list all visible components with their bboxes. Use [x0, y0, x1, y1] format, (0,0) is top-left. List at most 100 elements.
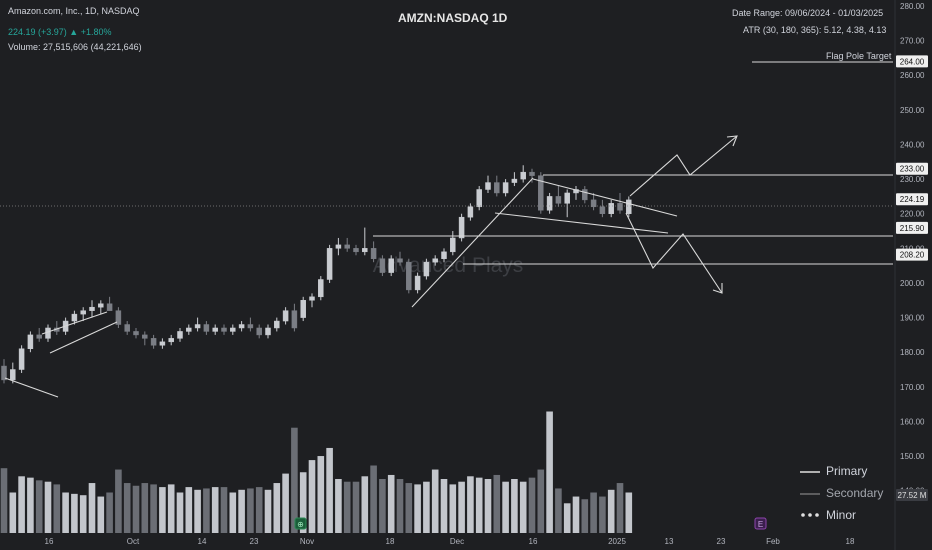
candle[interactable] [256, 324, 262, 339]
x-tick-label: 23 [250, 537, 259, 546]
candle[interactable] [590, 192, 597, 211]
bullish-projection-path [629, 135, 738, 197]
x-tick-label: 13 [665, 537, 674, 546]
atr-values: ATR (30, 180, 365): 5.12, 4.38, 4.13 [743, 25, 887, 35]
candle[interactable] [80, 307, 86, 322]
x-tick-label: 18 [846, 537, 855, 546]
volume-bar [203, 488, 210, 533]
candle[interactable] [406, 258, 412, 294]
candle[interactable] [282, 307, 289, 325]
candle[interactable] [27, 331, 34, 353]
candle[interactable] [450, 231, 456, 256]
candle[interactable] [142, 331, 148, 346]
candle[interactable] [300, 296, 306, 322]
svg-text:215.90: 215.90 [900, 224, 925, 233]
earnings-upcoming-icon[interactable]: E [754, 517, 767, 530]
legend-secondary: Secondary [826, 486, 884, 500]
volume-bar [291, 427, 298, 533]
candle[interactable] [265, 324, 271, 339]
y-tick-label: 280.00 [900, 2, 925, 11]
volume-bar [343, 481, 351, 533]
candle[interactable] [247, 317, 254, 332]
candle[interactable] [326, 244, 333, 283]
x-tick-label: 2025 [608, 537, 626, 546]
candle[interactable] [582, 186, 588, 204]
candle[interactable] [388, 255, 394, 277]
volume-bar [352, 481, 360, 533]
volume-bar [53, 484, 61, 533]
candle[interactable] [599, 199, 606, 218]
candle[interactable] [370, 241, 377, 263]
candle[interactable] [168, 334, 174, 346]
candle[interactable] [520, 165, 526, 183]
candle[interactable] [626, 196, 632, 218]
candle[interactable] [194, 317, 201, 332]
svg-text:⊕: ⊕ [297, 520, 304, 529]
earnings-icon[interactable]: ⊕ [294, 517, 307, 530]
candle[interactable] [318, 276, 324, 301]
candle[interactable] [10, 362, 16, 384]
candle[interactable] [511, 172, 518, 187]
volume-bar [546, 411, 553, 533]
candle[interactable] [291, 303, 298, 332]
candle[interactable] [353, 244, 359, 256]
candle[interactable] [221, 324, 227, 335]
candle[interactable] [564, 189, 570, 218]
x-tick-label: Oct [127, 537, 140, 546]
candle[interactable] [423, 258, 430, 280]
candle[interactable] [441, 248, 447, 263]
candle[interactable] [617, 192, 623, 214]
candle[interactable] [344, 237, 350, 252]
symbol-line: Amazon.com, Inc., 1D, NASDAQ [8, 6, 140, 16]
candle[interactable] [274, 317, 280, 332]
candle[interactable] [133, 327, 139, 339]
candle[interactable] [467, 203, 474, 221]
candle[interactable] [186, 324, 192, 335]
price-label: 264.00 [896, 55, 928, 68]
candle[interactable] [98, 300, 104, 315]
svg-text:224.19: 224.19 [900, 195, 925, 204]
candle[interactable] [335, 237, 342, 256]
volume-bar [167, 484, 175, 533]
candle[interactable] [238, 321, 245, 332]
candle[interactable] [476, 186, 482, 211]
candle[interactable] [124, 321, 130, 335]
candle[interactable] [115, 307, 122, 328]
candle[interactable] [608, 199, 614, 218]
candle[interactable] [538, 172, 544, 214]
candle[interactable] [414, 272, 421, 294]
candle[interactable] [379, 255, 386, 277]
candle[interactable] [397, 251, 403, 266]
svg-text:208.20: 208.20 [900, 251, 925, 260]
candle[interactable] [555, 186, 562, 207]
candle[interactable] [546, 192, 553, 214]
candle[interactable] [203, 321, 210, 335]
candle[interactable] [212, 324, 218, 335]
volume-bar [71, 493, 78, 533]
candle[interactable] [494, 175, 500, 197]
candle[interactable] [485, 175, 491, 193]
candle[interactable] [71, 310, 78, 325]
candle[interactable] [309, 293, 315, 308]
candle[interactable] [529, 168, 535, 183]
y-tick-label: 180.00 [900, 348, 925, 357]
candle[interactable] [1, 359, 7, 384]
volume-bar [370, 465, 377, 533]
candle[interactable] [230, 324, 236, 335]
candle[interactable] [159, 338, 166, 349]
volume-bar [590, 492, 597, 533]
candle[interactable] [106, 296, 113, 311]
candle[interactable] [89, 300, 95, 318]
price-label: 233.00 [896, 162, 928, 175]
candle[interactable] [432, 255, 438, 266]
candle[interactable] [18, 345, 25, 373]
candle[interactable] [150, 334, 157, 349]
bearish-arrow-head [712, 283, 723, 294]
candle[interactable] [362, 227, 368, 256]
candle[interactable] [502, 179, 509, 197]
volume-bar [247, 488, 254, 533]
candle[interactable] [36, 327, 42, 342]
candle[interactable] [177, 327, 183, 342]
candle[interactable] [458, 213, 465, 242]
